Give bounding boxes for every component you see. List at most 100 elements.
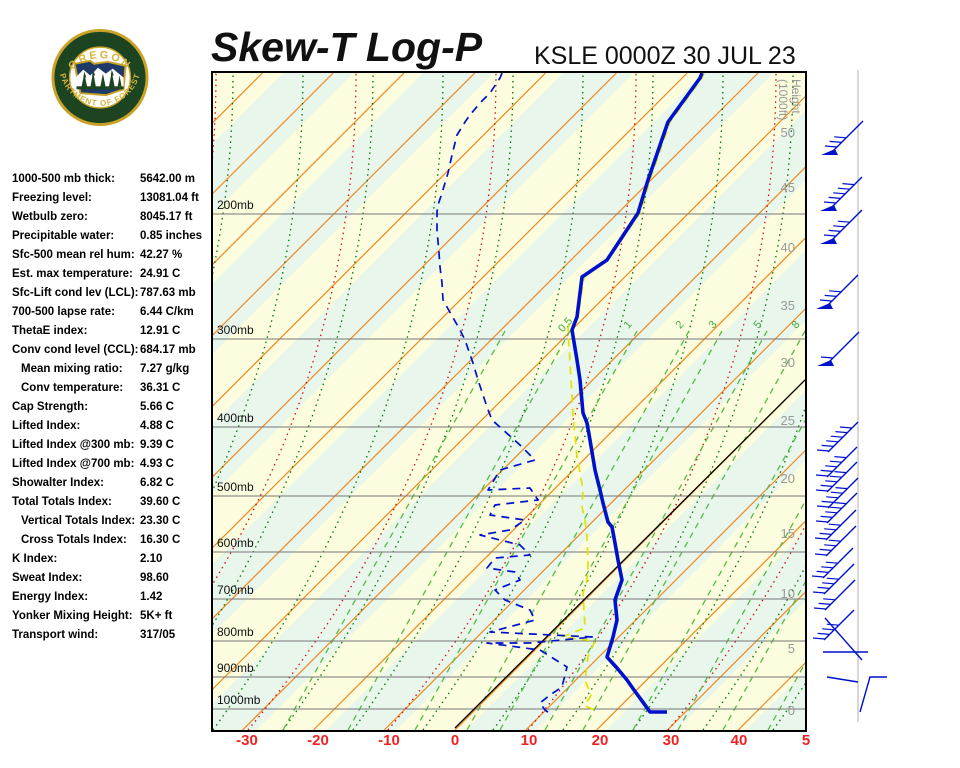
dry-adiabat-line [492,73,724,730]
wind-barb-extra [824,617,863,661]
chart-canvas [213,73,805,730]
height-axis-title: Height (1000ft) [776,79,803,121]
indices-panel: 1000-500 mb thick: 5642.00 m Freezing leve… [12,170,212,645]
height-label: 20 [780,471,795,486]
index-label: Yonker Mixing Height: [12,610,133,622]
index-label: Est. max temperature: [12,268,133,280]
index-value: 7.27 g/kg [140,363,190,375]
pressure-label: 600mb [217,536,254,550]
index-label: Cross Totals Index: [21,534,127,546]
index-value: 4.93 C [140,458,174,470]
isotherm-line [242,166,805,730]
wind-barb [814,525,857,557]
logo-oregon-emblem [73,59,127,97]
index-label: Showalter Index: [12,477,105,489]
index-value: 4.88 C [140,420,174,432]
index-value: 5642.00 m [140,173,195,185]
index-label: Conv cond level (CCL): [12,344,139,356]
moist-adiabat-line [247,73,497,730]
height-axis-title-line1: Height [789,79,803,114]
pressure-label: 300mb [217,323,254,337]
skewt-chart: Height (1000ft) 200mb 300mb 400mb 500mb 600m… [211,71,807,732]
height-label: 0 [787,703,795,718]
moist-adiabat-line [213,73,217,159]
height-label: 10 [780,586,795,601]
isotherm-line [213,73,617,478]
index-label: 1000-500 mb thick: [12,173,115,185]
index-label: Transport wind: [12,629,99,641]
index-row: Wetbulb zero: 8045.17 ft [12,208,212,227]
isotherm-line [383,308,805,730]
index-row: Conv cond level (CCL): 684.17 mb [12,341,212,360]
isotherm-line [666,591,805,730]
index-value: 684.17 mb [140,344,196,356]
height-label: 30 [780,355,795,370]
index-value: 39.60 C [140,496,181,508]
height-label: 40 [780,240,795,255]
index-row: Lifted Index @300 mb: 9.39 C [12,436,212,455]
pressure-label: 1000mb [217,693,261,707]
wind-barb [816,421,859,453]
temp-axis-label: 10 [520,732,538,749]
index-row: 700-500 lapse rate: 6.44 C/km [12,303,212,322]
index-row: K Index: 2.10 [12,550,212,569]
index-row: Transport wind: 317/05 [12,626,212,645]
index-value: 24.91 C [140,268,181,280]
pressure-label: 900mb [217,661,254,675]
wind-barb [815,446,858,478]
wind-barb-extra [859,676,887,713]
index-value: 2.10 [140,553,163,565]
wet-bulb-profile [561,73,705,711]
temp-axis-label: 40 [730,732,748,749]
height-label: 5 [787,641,795,656]
index-label: K Index: [12,553,58,565]
index-row: Lifted Index: 4.88 C [12,417,212,436]
pressure-label: 700mb [217,583,254,597]
pressure-label: 500mb [217,480,254,494]
dry-adiabat-line [702,566,805,730]
moist-adiabat-line [387,73,637,730]
index-value: 6.44 C/km [140,306,194,318]
index-value: 9.39 C [140,439,174,451]
wind-barb [813,579,856,611]
index-row: Total Totals Index: 39.60 C [12,493,212,512]
pressure-label: 200mb [217,198,254,212]
index-label: Sweat Index: [12,572,83,584]
isotherm-line [525,449,805,730]
index-row: Sfc-500 mean rel hum: 42.27 % [12,246,212,265]
index-label: Vertical Totals Index: [21,515,136,527]
odf-logo: OREGON DEPARTMENT OF FORESTRY [51,27,149,127]
dry-adiabat-line [213,73,374,626]
index-row: Cross Totals Index: 16.30 C [12,531,212,550]
wind-barb [817,331,860,366]
index-row: Showalter Index: 6.82 C [12,474,212,493]
index-value: 1.42 [140,591,163,603]
index-label: Energy Index: [12,591,89,603]
wind-barb [812,609,855,641]
dry-adiabat-line [213,73,444,730]
dry-adiabat-line [213,73,304,491]
index-value: 5.66 C [140,401,174,413]
index-value: 42.27 % [140,249,183,261]
index-row: Sweat Index: 98.60 [12,569,212,588]
index-value: 98.60 [140,572,169,584]
temp-axis-label: -20 [307,732,329,749]
wind-barb [812,563,855,595]
isotherm-line [737,662,805,730]
index-row: Cap Strength: 5.66 C [12,398,212,417]
isotherm-line [596,520,805,730]
height-axis-title-line2: (1000ft) [776,79,790,121]
index-row: Precipitable water: 0.85 inches [12,227,212,246]
index-row: Vertical Totals Index: 23.30 C [12,512,212,531]
dry-adiabat-line [422,73,654,730]
wind-barb-extra [826,676,859,683]
mixing-ratio-line [347,330,571,730]
wind-barb [814,509,857,541]
temp-axis-label: 0 [450,732,460,749]
index-value: 23.30 C [140,515,181,527]
dry-adiabat-line [213,73,234,275]
reference-line-profile [454,379,805,729]
index-value: 13081.04 ft [140,192,199,204]
temp-axis-label: 20 [591,732,609,749]
height-label: 25 [780,413,795,428]
